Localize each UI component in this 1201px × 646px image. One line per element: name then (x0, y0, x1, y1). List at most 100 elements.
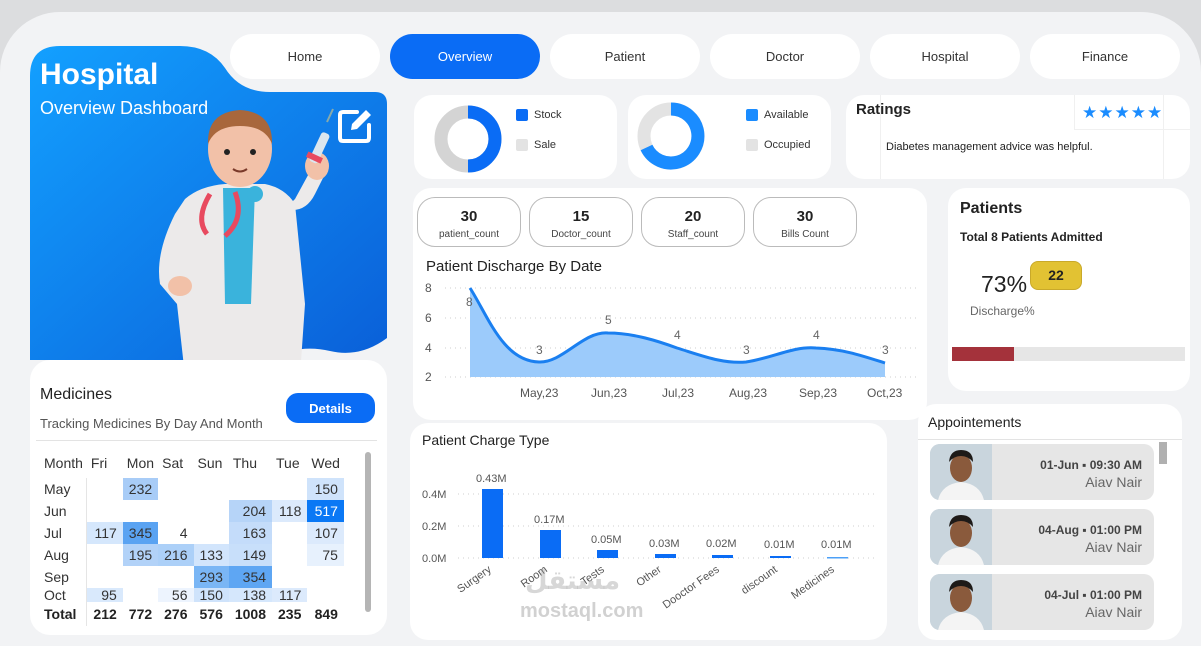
svg-text:Aug,23: Aug,23 (729, 386, 767, 400)
progress-fill (952, 347, 1014, 361)
medicines-matrix: Month Fri Mon Sat Sun Thu Tue Wed May 23… (40, 448, 344, 626)
appointments-scrollbar[interactable] (1159, 442, 1167, 464)
medicines-title: Medicines (40, 386, 113, 403)
cell: 95 (86, 588, 123, 602)
cell: 354 (228, 566, 273, 588)
column-header[interactable]: Wed (311, 455, 340, 471)
cell: 150 (307, 478, 344, 500)
hero-subtitle: Overview Dashboard (40, 98, 209, 118)
discharge-label: Discharge% (970, 304, 1035, 318)
cell: 75 (307, 544, 344, 566)
row-month: May (40, 478, 88, 500)
divider (36, 440, 377, 441)
appointment-item[interactable]: 04-Jul ▪ 01:00 PM Aiav Nair (930, 574, 1154, 630)
doctor-avatar (930, 509, 992, 565)
svg-text:Medicines: Medicines (789, 563, 837, 602)
cell: 118 (272, 500, 308, 522)
kpi-bills-count: 30 Bills Count (753, 197, 857, 247)
table-row: Aug 195 216 133 149 75 (40, 544, 344, 566)
hero-title: Hospital (40, 58, 159, 91)
beds-donut-card: Available Occupied (628, 95, 831, 179)
svg-text:0.0M: 0.0M (422, 553, 446, 565)
tab-overview[interactable]: Overview (390, 34, 540, 79)
column-header[interactable]: Thu (232, 455, 257, 471)
discharge-progress-bar (952, 347, 1185, 361)
column-header[interactable]: Sun (197, 455, 223, 471)
grid-lines (880, 95, 1164, 179)
tab-patient[interactable]: Patient (550, 34, 700, 79)
svg-text:Tests: Tests (579, 563, 607, 588)
patients-card: Patients Total 8 Patients Admitted 73% 2… (948, 188, 1190, 391)
cell: 195 (122, 544, 159, 566)
cell: 4 (179, 525, 188, 541)
cell: 149 (228, 544, 273, 566)
table-row: Jun 204 118 517 (40, 500, 344, 522)
rating-comment: Diabetes management advice was helpful. (886, 141, 1093, 153)
total-cell: 235 (278, 606, 302, 622)
hero-banner: Hospital Overview Dashboard (30, 46, 387, 376)
kpi-patient-count: 30 patient_count (417, 197, 521, 247)
tab-hospital[interactable]: Hospital (870, 34, 1020, 79)
discharge-area-chart: 8 6 4 2 8 3 5 4 3 4 3 May,23 Jun,23 Jul,… (425, 281, 918, 400)
svg-text:0.05M: 0.05M (591, 534, 622, 546)
svg-text:Dooctor Fees: Dooctor Fees (661, 563, 722, 611)
cell (87, 544, 123, 566)
discharge-percentage: 73% (981, 271, 1028, 297)
cell: 345 (122, 522, 159, 544)
column-header[interactable]: Sat (162, 455, 184, 471)
cell: 150 (193, 588, 229, 602)
tab-home[interactable]: Home (230, 34, 380, 79)
cell: 133 (193, 544, 229, 566)
cell (158, 566, 193, 588)
column-header[interactable]: Tue (276, 455, 300, 471)
svg-text:Jun,23: Jun,23 (591, 386, 627, 400)
matrix-scrollbar[interactable] (365, 452, 371, 612)
legend-swatch (516, 109, 528, 121)
details-button[interactable]: Details (286, 393, 375, 423)
patients-subtitle: Total 8 Patients Admitted (960, 230, 1103, 244)
kpi-value: 15 (572, 208, 590, 225)
cell: 293 (193, 566, 229, 588)
total-cell: 576 (199, 606, 223, 622)
divider (918, 439, 1182, 440)
edit-icon[interactable] (335, 106, 375, 146)
svg-text:0.03M: 0.03M (649, 538, 680, 550)
tab-finance[interactable]: Finance (1030, 34, 1180, 79)
svg-text:Other: Other (634, 563, 664, 589)
cell: 216 (158, 544, 194, 566)
cell (272, 478, 307, 500)
cell (123, 566, 158, 588)
column-header[interactable]: Month (44, 455, 83, 471)
legend-swatch (746, 109, 758, 121)
total-cell: 1008 (234, 606, 267, 622)
cell: 107 (307, 522, 344, 544)
cell: 517 (307, 500, 344, 522)
column-header[interactable]: Fri (90, 455, 108, 471)
appointment-item[interactable]: 04-Aug ▪ 01:00 PM Aiav Nair (930, 509, 1154, 565)
legend-label: Sale (534, 139, 557, 151)
kpi-label: Staff_count (667, 229, 719, 240)
total-cell: 772 (128, 606, 153, 622)
svg-text:4: 4 (813, 328, 820, 342)
kpi-label: Doctor_count (551, 229, 611, 240)
grid-lines (1074, 95, 1190, 130)
appointment-doctor-name: Aiav Nair (1085, 474, 1142, 490)
beds-donut-chart (637, 102, 705, 170)
cell (272, 544, 307, 566)
cell (87, 478, 123, 500)
kpi-value: 30 (796, 208, 814, 225)
cell (272, 566, 307, 588)
appointment-item[interactable]: 01-Jun ▪ 09:30 AM Aiav Nair (930, 444, 1154, 500)
kpi-discharge-card: 30 patient_count 15 Doctor_count 20 Staf… (413, 188, 927, 420)
appointment-doctor-name: Aiav Nair (1085, 539, 1142, 555)
legend-label: Stock (534, 109, 562, 121)
doctor-avatar (930, 574, 992, 630)
svg-text:Oct,23: Oct,23 (867, 386, 903, 400)
column-header[interactable]: Mon (126, 455, 155, 471)
cell (158, 500, 193, 522)
row-month: Aug (40, 544, 88, 566)
svg-text:0.4M: 0.4M (422, 489, 446, 501)
ratings-card: Ratings ★★★★★ Diabetes management advice… (846, 95, 1190, 179)
tab-doctor[interactable]: Doctor (710, 34, 860, 79)
legend-label: Occupied (764, 139, 811, 151)
